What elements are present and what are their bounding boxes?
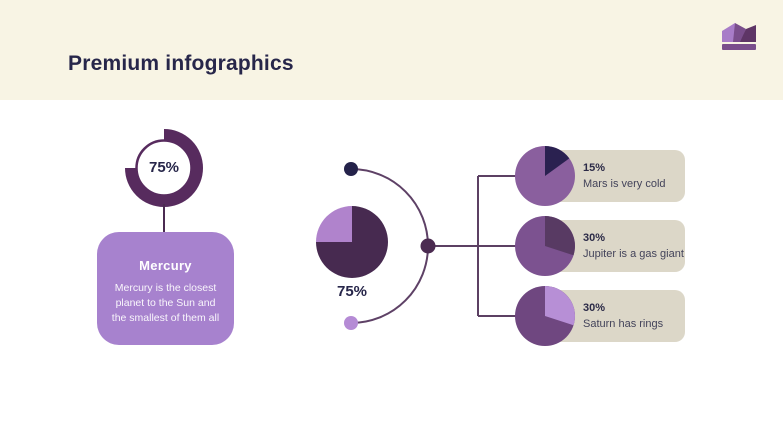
- header-band: [0, 0, 783, 100]
- mercury-card-title: Mercury: [139, 258, 192, 273]
- crown-icon: [722, 23, 756, 50]
- info-label: Mars is very cold: [583, 178, 666, 190]
- page-title: Premium infographics: [68, 52, 294, 75]
- info-label: Jupiter is a gas giant: [583, 248, 684, 260]
- mercury-card: Mercury Mercury is the closest planet to…: [97, 232, 234, 345]
- info-label: Saturn has rings: [583, 318, 664, 330]
- node-dot-bottom: [344, 316, 358, 330]
- donut-arc-75: [125, 129, 203, 207]
- branch-connectors: [428, 175, 517, 317]
- node-dot-top: [344, 162, 358, 176]
- node-dot-mid: [420, 238, 436, 254]
- mars-pie-wedge: [545, 146, 570, 176]
- info-percent: 30%: [583, 302, 606, 314]
- jupiter-pie-wedge: [545, 216, 575, 256]
- donut-percent-label: 75%: [148, 159, 180, 176]
- saturn-pie-wedge: [545, 286, 575, 326]
- center-pie-percent-label: 75%: [336, 283, 368, 300]
- mercury-card-text: Mercury is the closest planet to the Sun…: [111, 282, 220, 325]
- info-percent: 30%: [583, 232, 606, 244]
- info-percent: 15%: [583, 162, 606, 174]
- center-pie-light-slice: [316, 206, 352, 242]
